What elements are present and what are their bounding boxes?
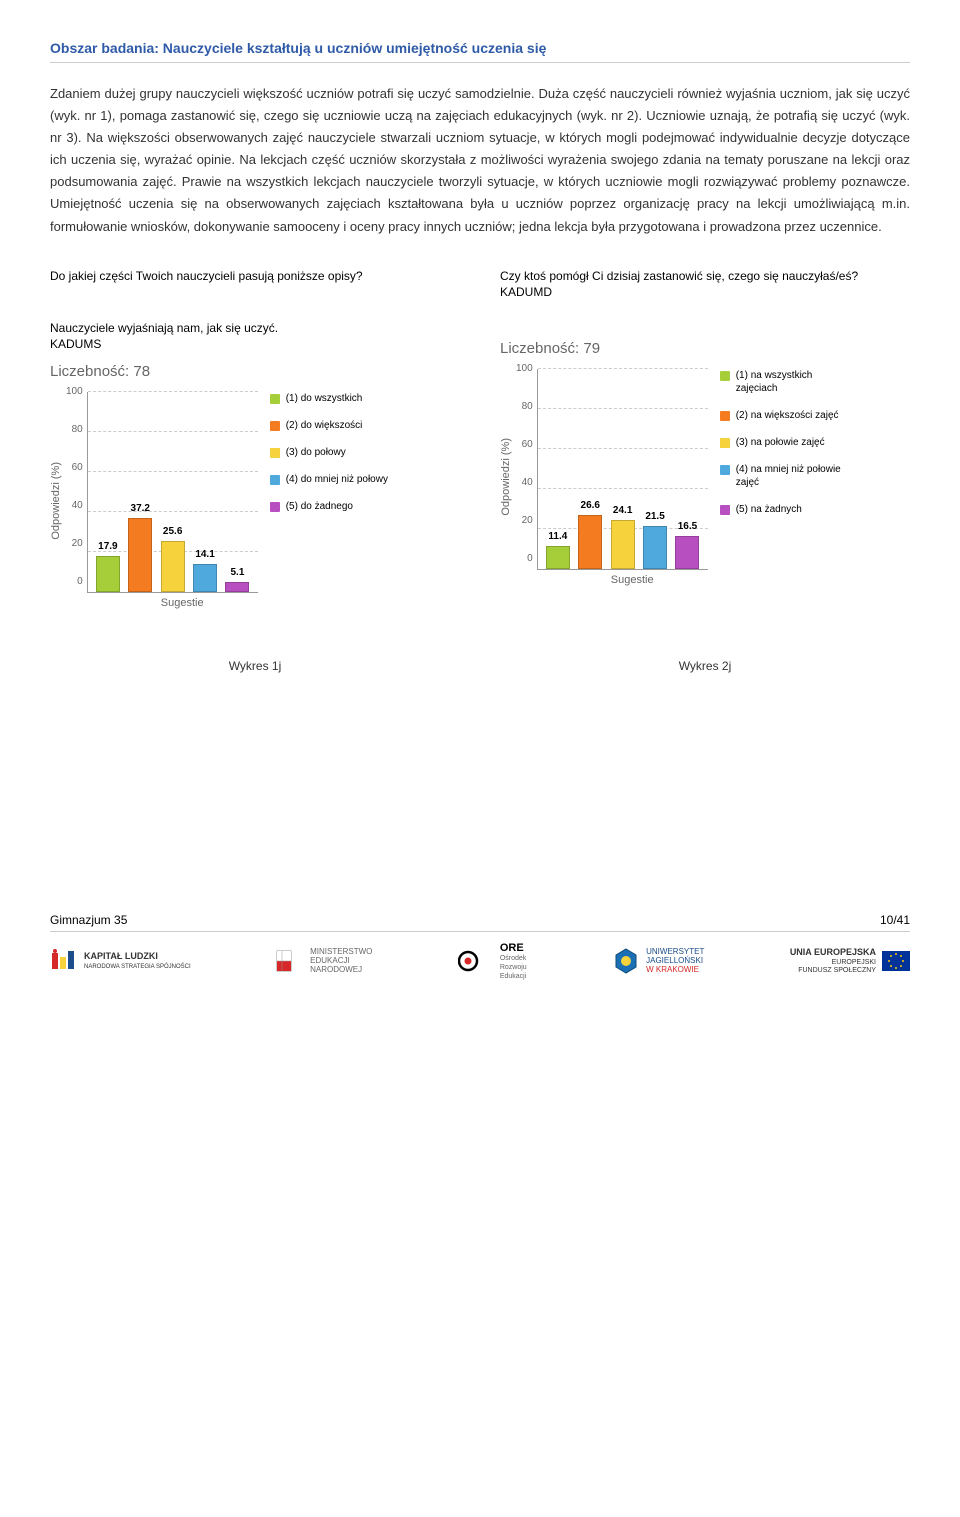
kapital-sub: NARODOWA STRATEGIA SPÓJNOŚCI xyxy=(84,964,191,970)
legend-item: (1) do wszystkich xyxy=(270,392,388,405)
legend-item: (4) na mniej niż połowie zajęć xyxy=(720,463,846,489)
chart2-question: Czy ktoś pomógł Ci dzisiaj zastanowić si… xyxy=(500,268,910,330)
uj-l2: JAGIELLOŃSKI xyxy=(646,956,703,965)
chart2-xlabel: Sugestie xyxy=(557,574,708,586)
ue-l2: EUROPEJSKI xyxy=(832,959,876,966)
chart1-question: Do jakiej części Twoich nauczycieli pasu… xyxy=(50,268,460,316)
chart1-yticks: 100806040200 xyxy=(66,392,87,592)
chart1-xlabel: Sugestie xyxy=(107,597,258,609)
chart1-plot: 17.9 37.2 25.6 14.1 5.1 xyxy=(87,392,258,593)
chart2-plot: 11.4 26.6 24.1 21.5 16.5 xyxy=(537,369,708,570)
bar: 26.6 xyxy=(578,515,602,568)
bar: 16.5 xyxy=(675,536,699,569)
chart2-yticks: 100806040200 xyxy=(516,369,537,569)
ore-sub: OśrodekRozwojuEdukacji xyxy=(500,955,527,980)
ore-title: ORE xyxy=(500,942,527,954)
chart1-caption: Wykres 1j xyxy=(50,659,460,673)
men-l1: MINISTERSTWO xyxy=(310,947,372,956)
bar: 24.1 xyxy=(611,520,635,568)
bar: 14.1 xyxy=(193,564,217,592)
chart1-subtitle: Nauczyciele wyjaśniają nam, jak się uczy… xyxy=(50,320,460,354)
body-paragraph: Zdaniem dużej grupy nauczycieli większoś… xyxy=(50,83,910,238)
footer-left: Gimnazjum 35 xyxy=(50,913,127,927)
bar: 21.5 xyxy=(643,526,667,569)
chart-captions: Wykres 1j Wykres 2j xyxy=(50,659,910,673)
chart2-count: Liczebność: 79 xyxy=(500,340,910,357)
uj-icon xyxy=(612,947,640,975)
bar: 11.4 xyxy=(546,546,570,569)
logo-men: MINISTERSTWO EDUKACJI NARODOWEJ xyxy=(276,947,372,975)
legend-item: (5) na żadnych xyxy=(720,503,846,516)
eu-flag-icon xyxy=(882,947,910,975)
page-footer: Gimnazjum 35 10/41 xyxy=(50,913,910,927)
chart2-caption: Wykres 2j xyxy=(500,659,910,673)
bar: 17.9 xyxy=(96,556,120,592)
charts-row: Do jakiej części Twoich nauczycieli pasu… xyxy=(50,268,910,610)
logo-uj: UNIWERSYTET JAGIELLOŃSKI W KRAKOWIE xyxy=(612,947,704,975)
kapital-icon xyxy=(50,947,78,975)
chart2-ylabel: Odpowiedzi (%) xyxy=(500,438,512,516)
men-l2: EDUKACJI xyxy=(310,956,350,965)
legend-item: (5) do żadnego xyxy=(270,500,388,513)
legend-item: (2) na większości zajęć xyxy=(720,409,846,422)
men-l3: NARODOWEJ xyxy=(310,965,362,974)
kapital-title: KAPITAŁ LUDZKI xyxy=(84,952,191,962)
logo-ore: ORE OśrodekRozwojuEdukacji xyxy=(458,942,527,980)
legend-item: (4) do mniej niż połowy xyxy=(270,473,388,486)
footer-logos: KAPITAŁ LUDZKI NARODOWA STRATEGIA SPÓJNO… xyxy=(50,942,910,980)
logo-ue: UNIA EUROPEJSKA EUROPEJSKI FUNDUSZ SPOŁE… xyxy=(790,947,910,975)
ue-l3: FUNDUSZ SPOŁECZNY xyxy=(798,967,876,974)
chart-2: Czy ktoś pomógł Ci dzisiaj zastanowić si… xyxy=(500,268,910,610)
chart1-ylabel: Odpowiedzi (%) xyxy=(50,462,62,540)
ore-icon xyxy=(458,947,494,975)
bar: 25.6 xyxy=(161,541,185,592)
chart2-legend: (1) na wszystkich zajęciach (2) na większ… xyxy=(720,369,846,530)
uj-l1: UNIWERSYTET xyxy=(646,947,704,956)
chart1-legend: (1) do wszystkich (2) do większości (3) do… xyxy=(270,392,388,527)
legend-item: (3) do połowy xyxy=(270,446,388,459)
footer-divider xyxy=(50,931,910,932)
footer-right: 10/41 xyxy=(880,913,910,927)
men-icon xyxy=(276,947,304,975)
chart1-count: Liczebność: 78 xyxy=(50,363,460,380)
ue-l1: UNIA EUROPEJSKA xyxy=(790,948,876,958)
legend-item: (1) na wszystkich zajęciach xyxy=(720,369,846,395)
bar: 5.1 xyxy=(225,582,249,592)
legend-item: (2) do większości xyxy=(270,419,388,432)
title-divider xyxy=(50,62,910,63)
uj-l3: W KRAKOWIE xyxy=(646,965,699,974)
bar: 37.2 xyxy=(128,518,152,592)
legend-item: (3) na połowie zajęć xyxy=(720,436,846,449)
section-title: Obszar badania: Nauczyciele kształtują u… xyxy=(50,40,910,56)
logo-kapital-ludzki: KAPITAŁ LUDZKI NARODOWA STRATEGIA SPÓJNO… xyxy=(50,947,191,975)
chart-1: Do jakiej części Twoich nauczycieli pasu… xyxy=(50,268,460,610)
